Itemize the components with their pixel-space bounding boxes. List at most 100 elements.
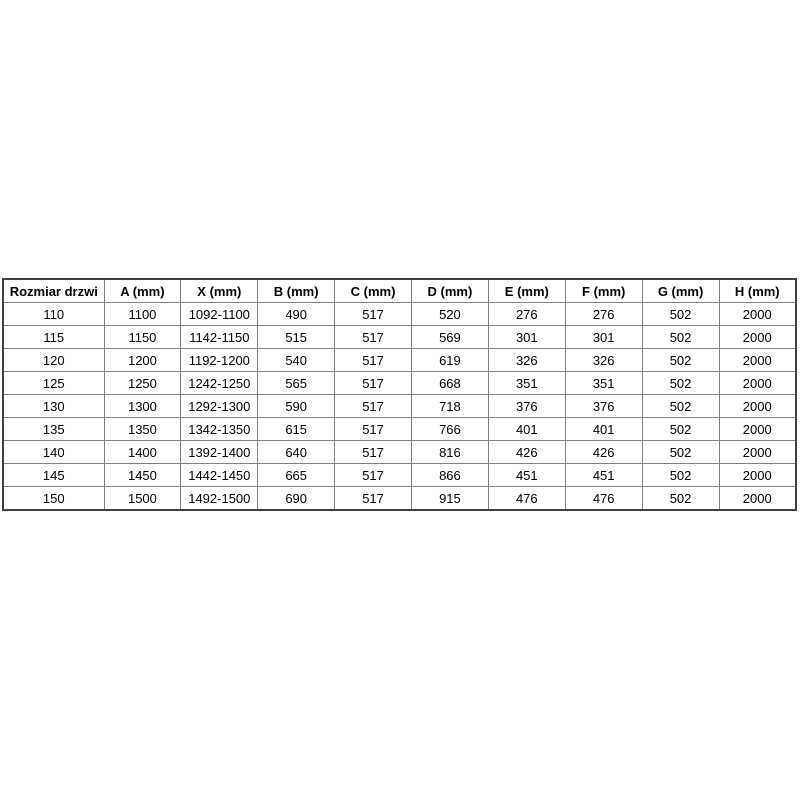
table-cell: 401 — [487, 417, 566, 441]
table-cell: 326 — [564, 348, 643, 372]
table-row: 150 1500 1492-1500 690 517 915 476 476 502 2000 — [2, 486, 797, 511]
door-size-spec-table: Rozmiar drzwi A (mm) X (mm) B (mm) C (mm) D (… — [2, 278, 797, 511]
table-cell: 515 — [257, 325, 336, 349]
table-cell: 640 — [257, 440, 336, 464]
table-cell: 520 — [411, 302, 489, 326]
table-cell: 517 — [334, 417, 412, 441]
table-cell: 1300 — [103, 394, 182, 418]
table-cell: 1392-1400 — [180, 440, 259, 464]
table-cell: 150 — [2, 486, 105, 511]
table-cell: 502 — [641, 486, 720, 511]
table-cell: 665 — [257, 463, 336, 487]
column-header: E (mm) — [487, 278, 566, 303]
table-cell: 517 — [334, 302, 412, 326]
table-cell: 1200 — [103, 348, 182, 372]
table-cell: 1192-1200 — [180, 348, 259, 372]
table-cell: 1342-1350 — [180, 417, 259, 441]
table-cell: 502 — [641, 394, 720, 418]
table-cell: 426 — [487, 440, 566, 464]
column-header: H (mm) — [718, 278, 797, 303]
table-row: 125 1250 1242-1250 565 517 668 351 351 502 2000 — [2, 371, 797, 395]
table-cell: 590 — [257, 394, 336, 418]
table-cell: 502 — [641, 348, 720, 372]
table-cell: 866 — [411, 463, 489, 487]
table-cell: 401 — [564, 417, 643, 441]
table-cell: 1242-1250 — [180, 371, 259, 395]
table-cell: 476 — [487, 486, 566, 511]
table-cell: 1100 — [103, 302, 182, 326]
table-cell: 915 — [411, 486, 489, 511]
column-header: X (mm) — [180, 278, 259, 303]
table-cell: 2000 — [718, 348, 797, 372]
table-cell: 517 — [334, 394, 412, 418]
table-cell: 125 — [2, 371, 105, 395]
table-row: 140 1400 1392-1400 640 517 816 426 426 502 2000 — [2, 440, 797, 464]
table-cell: 615 — [257, 417, 336, 441]
table-cell: 1442-1450 — [180, 463, 259, 487]
table-cell: 502 — [641, 440, 720, 464]
table-row: 145 1450 1442-1450 665 517 866 451 451 502 2000 — [2, 463, 797, 487]
table-cell: 351 — [564, 371, 643, 395]
table-cell: 766 — [411, 417, 489, 441]
table-cell: 690 — [257, 486, 336, 511]
column-header: A (mm) — [103, 278, 182, 303]
table-cell: 619 — [411, 348, 489, 372]
table-cell: 1142-1150 — [180, 325, 259, 349]
column-header: C (mm) — [334, 278, 412, 303]
table-cell: 2000 — [718, 302, 797, 326]
table-cell: 718 — [411, 394, 489, 418]
table-header: Rozmiar drzwi A (mm) X (mm) B (mm) C (mm) D (… — [2, 278, 797, 303]
table-cell: 376 — [487, 394, 566, 418]
table-cell: 1492-1500 — [180, 486, 259, 511]
table-row: 115 1150 1142-1150 515 517 569 301 301 502 2000 — [2, 325, 797, 349]
table-cell: 426 — [564, 440, 643, 464]
table-cell: 145 — [2, 463, 105, 487]
table-cell: 2000 — [718, 463, 797, 487]
table-cell: 668 — [411, 371, 489, 395]
table-row: 110 1100 1092-1100 490 517 520 276 276 502 2000 — [2, 302, 797, 326]
table-cell: 2000 — [718, 440, 797, 464]
table-cell: 490 — [257, 302, 336, 326]
table-cell: 301 — [564, 325, 643, 349]
table-cell: 569 — [411, 325, 489, 349]
table-cell: 2000 — [718, 325, 797, 349]
table-row: 130 1300 1292-1300 590 517 718 376 376 502 2000 — [2, 394, 797, 418]
table-cell: 2000 — [718, 394, 797, 418]
table-cell: 816 — [411, 440, 489, 464]
column-header: G (mm) — [641, 278, 720, 303]
table-cell: 476 — [564, 486, 643, 511]
table-cell: 502 — [641, 371, 720, 395]
table-row: 135 1350 1342-1350 615 517 766 401 401 502 2000 — [2, 417, 797, 441]
table-cell: 2000 — [718, 417, 797, 441]
table-cell: 2000 — [718, 371, 797, 395]
table-cell: 326 — [487, 348, 566, 372]
table-cell: 451 — [487, 463, 566, 487]
table-cell: 1092-1100 — [180, 302, 259, 326]
table-cell: 517 — [334, 348, 412, 372]
table-cell: 502 — [641, 463, 720, 487]
table-cell: 517 — [334, 440, 412, 464]
table-cell: 276 — [564, 302, 643, 326]
table-cell: 1292-1300 — [180, 394, 259, 418]
table-cell: 517 — [334, 463, 412, 487]
table-cell: 1250 — [103, 371, 182, 395]
table-cell: 502 — [641, 325, 720, 349]
table-cell: 376 — [564, 394, 643, 418]
table-cell: 517 — [334, 486, 412, 511]
table-cell: 130 — [2, 394, 105, 418]
table-cell: 502 — [641, 302, 720, 326]
table-cell: 517 — [334, 371, 412, 395]
table-cell: 451 — [564, 463, 643, 487]
table-cell: 351 — [487, 371, 566, 395]
table-cell: 115 — [2, 325, 105, 349]
header-row: Rozmiar drzwi A (mm) X (mm) B (mm) C (mm) D (… — [2, 278, 797, 303]
column-header: B (mm) — [257, 278, 336, 303]
table-cell: 120 — [2, 348, 105, 372]
table-cell: 517 — [334, 325, 412, 349]
table-cell: 1400 — [103, 440, 182, 464]
table-cell: 110 — [2, 302, 105, 326]
table-cell: 2000 — [718, 486, 797, 511]
table-cell: 135 — [2, 417, 105, 441]
table-cell: 502 — [641, 417, 720, 441]
